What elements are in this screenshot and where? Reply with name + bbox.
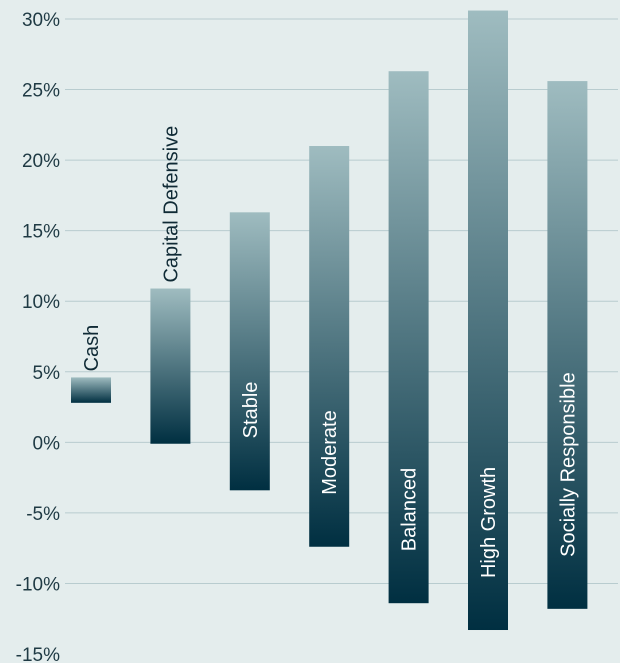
y-tick-label: 25% [22, 81, 60, 102]
bar-high-growth [468, 10, 508, 631]
bar-label-capital-defensive: Capital Defensive [160, 126, 182, 283]
y-tick-label: 5% [33, 363, 61, 384]
bars [71, 10, 588, 631]
bar-label-socially-responsible: Socially Responsible [557, 372, 579, 557]
y-tick-label: 15% [22, 222, 60, 243]
bar-label-high-growth: High Growth [478, 467, 500, 578]
y-tick-label: -10% [16, 574, 60, 595]
bar-label-cash: Cash [81, 325, 103, 372]
bar-cash [71, 377, 111, 403]
bar-label-stable: Stable [240, 382, 262, 439]
y-axis-tick-labels: 30% 25% 20% 15% 10% 5% 0% -5% -10% -15% [16, 10, 60, 663]
bar-labels: Cash Capital Defensive Stable Moderate Balan… [81, 126, 579, 578]
y-tick-label: -15% [16, 645, 60, 663]
bar-balanced [388, 71, 429, 604]
bar-stable [229, 212, 270, 491]
y-tick-label: 0% [33, 433, 61, 454]
y-tick-label: 30% [22, 10, 60, 31]
bar-label-balanced: Balanced [399, 468, 421, 551]
bar-capital-defensive [150, 288, 191, 444]
y-tick-label: 10% [22, 292, 60, 313]
y-tick-label: 20% [22, 151, 60, 172]
bar-socially-responsible [547, 81, 588, 609]
bar-label-moderate: Moderate [319, 410, 341, 495]
bar-moderate [309, 146, 350, 547]
y-tick-label: -5% [26, 504, 60, 525]
